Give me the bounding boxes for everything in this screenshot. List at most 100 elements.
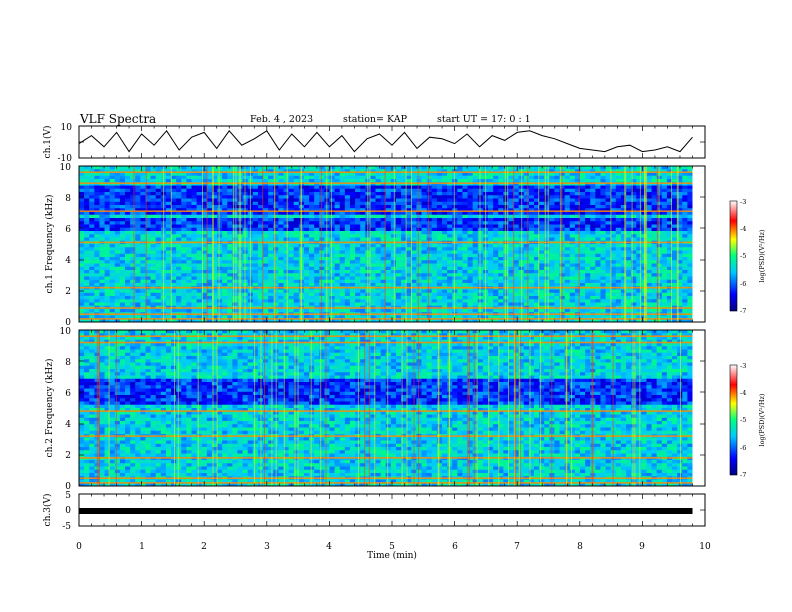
- spectrogram-cell: [605, 227, 612, 232]
- spectrogram-cell: [549, 218, 555, 222]
- spectrogram-cell: [441, 195, 448, 199]
- spectrogram-cell: [89, 296, 95, 300]
- spectrogram-cell: [268, 283, 274, 287]
- spectrogram-cell: [487, 279, 494, 284]
- spectrogram-cell: [135, 250, 141, 255]
- spectrogram-cell: [441, 247, 448, 251]
- spectrogram-cell: [605, 211, 612, 216]
- spectrogram-cell: [554, 198, 560, 203]
- spectrogram-cell: [528, 266, 535, 271]
- spectrogram-cell: [339, 169, 346, 173]
- spectrogram-cell: [309, 166, 315, 170]
- spectrogram-cell: [487, 211, 494, 216]
- spectrogram-cell: [426, 198, 433, 203]
- spectrogram-cell: [252, 260, 259, 264]
- spectrogram-cell: [666, 270, 673, 274]
- spectrogram-cell: [191, 247, 197, 251]
- spectrogram-cell: [539, 169, 545, 173]
- spectrogram-cell: [227, 270, 233, 274]
- spectrogram-cell: [477, 231, 484, 235]
- spectrogram-cell: [206, 221, 213, 225]
- spectrogram-cell: [549, 166, 555, 170]
- spectrogram-cell: [452, 172, 458, 177]
- spectrogram-cell: [329, 221, 336, 225]
- spectrogram-cell: [580, 205, 586, 209]
- spectrogram-cell: [523, 179, 530, 183]
- spectrogram-cell: [631, 208, 637, 212]
- spectrogram-cell: [431, 237, 438, 242]
- spectrogram-cell: [472, 218, 479, 222]
- spectrogram-cell: [181, 208, 187, 212]
- spectrogram-cell: [130, 266, 136, 271]
- spectrogram-cell: [426, 276, 433, 281]
- spectrogram-cell: [334, 182, 341, 186]
- spectrogram-cell: [661, 195, 668, 199]
- spectrogram-cell: [426, 273, 433, 277]
- spectrogram-cell: [171, 231, 177, 235]
- spectrogram-cell: [457, 296, 463, 300]
- spectrogram-cell: [462, 253, 468, 258]
- spectrogram-cell: [672, 276, 678, 281]
- spectrogram-cell: [196, 292, 203, 297]
- spectrogram-cell: [232, 172, 238, 177]
- spectrogram-cell: [467, 253, 474, 258]
- spectrogram-cell: [508, 185, 514, 190]
- spectrogram-cell: [252, 188, 259, 193]
- spectrogram-cell: [610, 234, 617, 238]
- spectrogram-cell: [344, 234, 351, 238]
- spectrogram-cell: [447, 221, 453, 225]
- spectrogram-cell: [329, 214, 336, 219]
- spectrogram-cell: [666, 179, 673, 183]
- spectrogram-cell: [375, 166, 382, 170]
- spectrogram-cell: [498, 231, 504, 235]
- ch1-ylabel: ch.1(V): [42, 126, 53, 159]
- spectrogram-cell: [452, 247, 458, 251]
- spectrogram-cell: [447, 185, 453, 190]
- spectrogram-cell: [130, 182, 136, 186]
- spectrogram-cell: [554, 188, 560, 193]
- spectrogram-cell: [595, 250, 601, 255]
- spectrogram-cell: [355, 208, 361, 212]
- spectrogram-cell: [395, 214, 402, 219]
- ch1-axis-ticks: [78, 125, 706, 159]
- spectrogram-cell: [615, 227, 622, 232]
- spectrogram-cell: [385, 166, 392, 170]
- spectrogram-cell: [487, 166, 494, 170]
- spectrogram-cell: [472, 237, 479, 242]
- spectrogram-cell: [385, 260, 392, 264]
- spectrogram-cell: [436, 276, 443, 281]
- spectrogram-cell: [257, 201, 264, 206]
- spectrogram-cell: [119, 224, 126, 229]
- spectrogram-cell: [319, 198, 325, 203]
- spectrogram-cell: [436, 198, 443, 203]
- spectrogram-cell: [104, 221, 111, 225]
- spectrogram-cell: [171, 253, 177, 258]
- spectrogram-cell: [191, 175, 197, 180]
- spectrogram-cell: [651, 244, 658, 248]
- spectrogram-cell: [687, 182, 693, 186]
- spectrogram-cell: [615, 201, 622, 206]
- spectrogram-cell: [201, 214, 208, 219]
- spectrogram-cell: [615, 273, 622, 277]
- spectrogram-cell: [615, 234, 622, 238]
- spectrogram-cell: [636, 279, 642, 284]
- spectrogram-cell: [319, 283, 325, 287]
- spectrogram-cell: [222, 179, 228, 183]
- spectrogram-cell: [421, 185, 428, 190]
- spectrogram-cell: [666, 237, 673, 242]
- spectrogram-cell: [114, 214, 121, 219]
- spectrogram-cell: [554, 273, 560, 277]
- spectrogram-cell: [150, 208, 157, 212]
- spectrogram-cell: [615, 247, 622, 251]
- spectrogram-cell: [319, 292, 325, 297]
- spectrogram-cell: [411, 211, 417, 216]
- spectrogram-cell: [94, 296, 100, 300]
- spectrogram-cell: [569, 198, 576, 203]
- spectrogram-cell: [125, 273, 131, 277]
- spectrogram-cell: [539, 231, 545, 235]
- spectrogram-cell: [431, 247, 438, 251]
- spectrogram-cell: [421, 201, 428, 206]
- spectrogram-cell: [140, 172, 146, 177]
- spectrogram-cell: [79, 292, 85, 297]
- spectrogram-cell: [651, 260, 658, 264]
